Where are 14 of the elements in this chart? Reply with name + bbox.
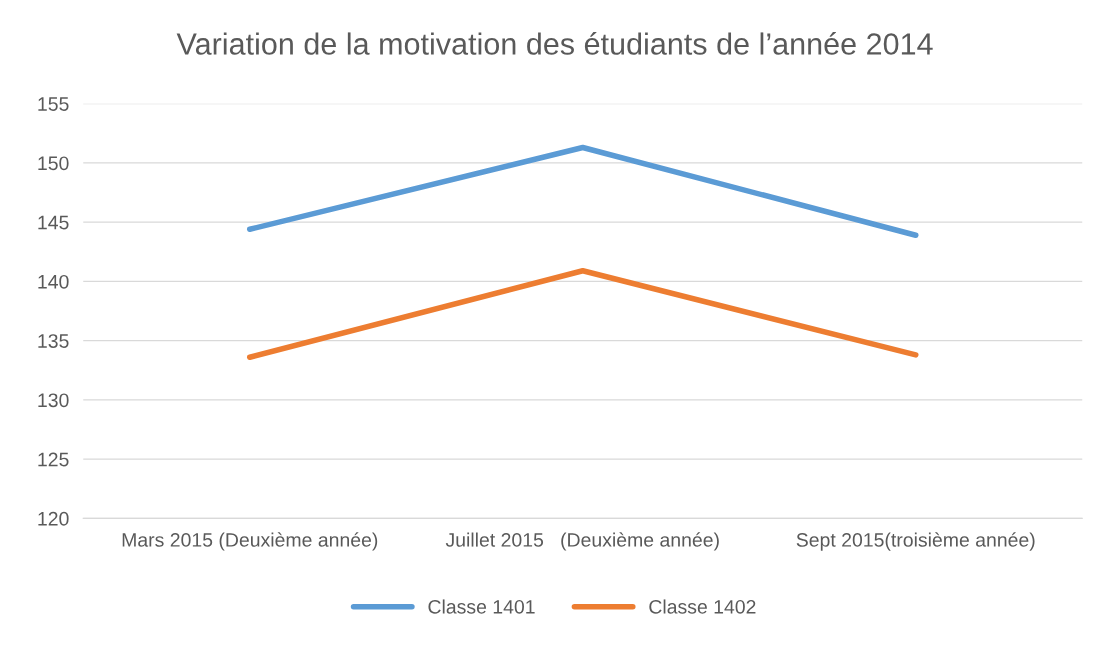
x-tick-label: Sept 2015(troisième année) [796,532,1035,551]
y-tick-label: 145 [38,215,69,230]
y-tick-label: 120 [38,511,69,526]
y-tick-label: 150 [38,156,69,171]
y-tick-label: 125 [38,452,69,467]
y-tick-label: 155 [38,97,69,111]
chart-title: Variation de la motivation des étudiants de l’année 2014 [176,32,933,55]
y-tick-label: 130 [38,393,69,408]
legend-label: Classe 1402 [649,599,756,614]
x-tick-label: Juillet 2015 (Deuxième année) [445,532,719,551]
legend-label: Classe 1401 [428,599,535,614]
y-tick-label: 140 [38,274,69,289]
x-tick-label: Mars 2015 (Deuxième année) [122,532,378,551]
y-tick-label: 135 [38,334,69,348]
